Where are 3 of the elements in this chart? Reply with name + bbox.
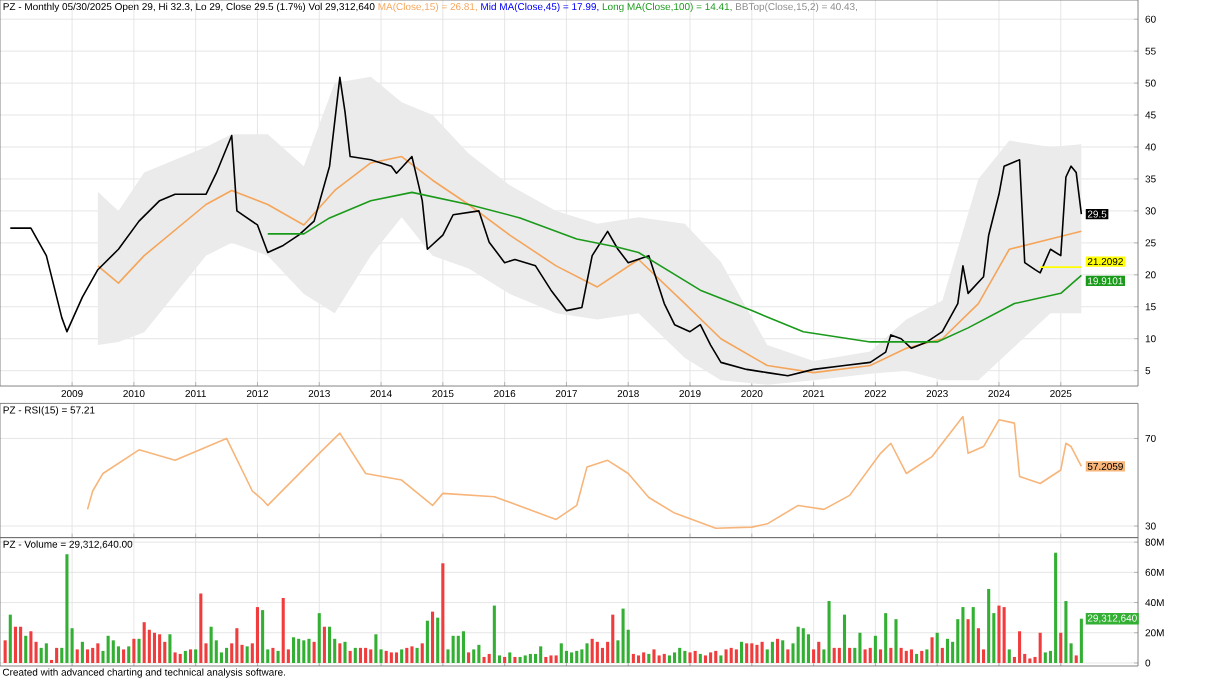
line-series bbox=[86, 415, 1083, 529]
line-series bbox=[97, 155, 1083, 374]
line-series bbox=[266, 191, 1083, 343]
